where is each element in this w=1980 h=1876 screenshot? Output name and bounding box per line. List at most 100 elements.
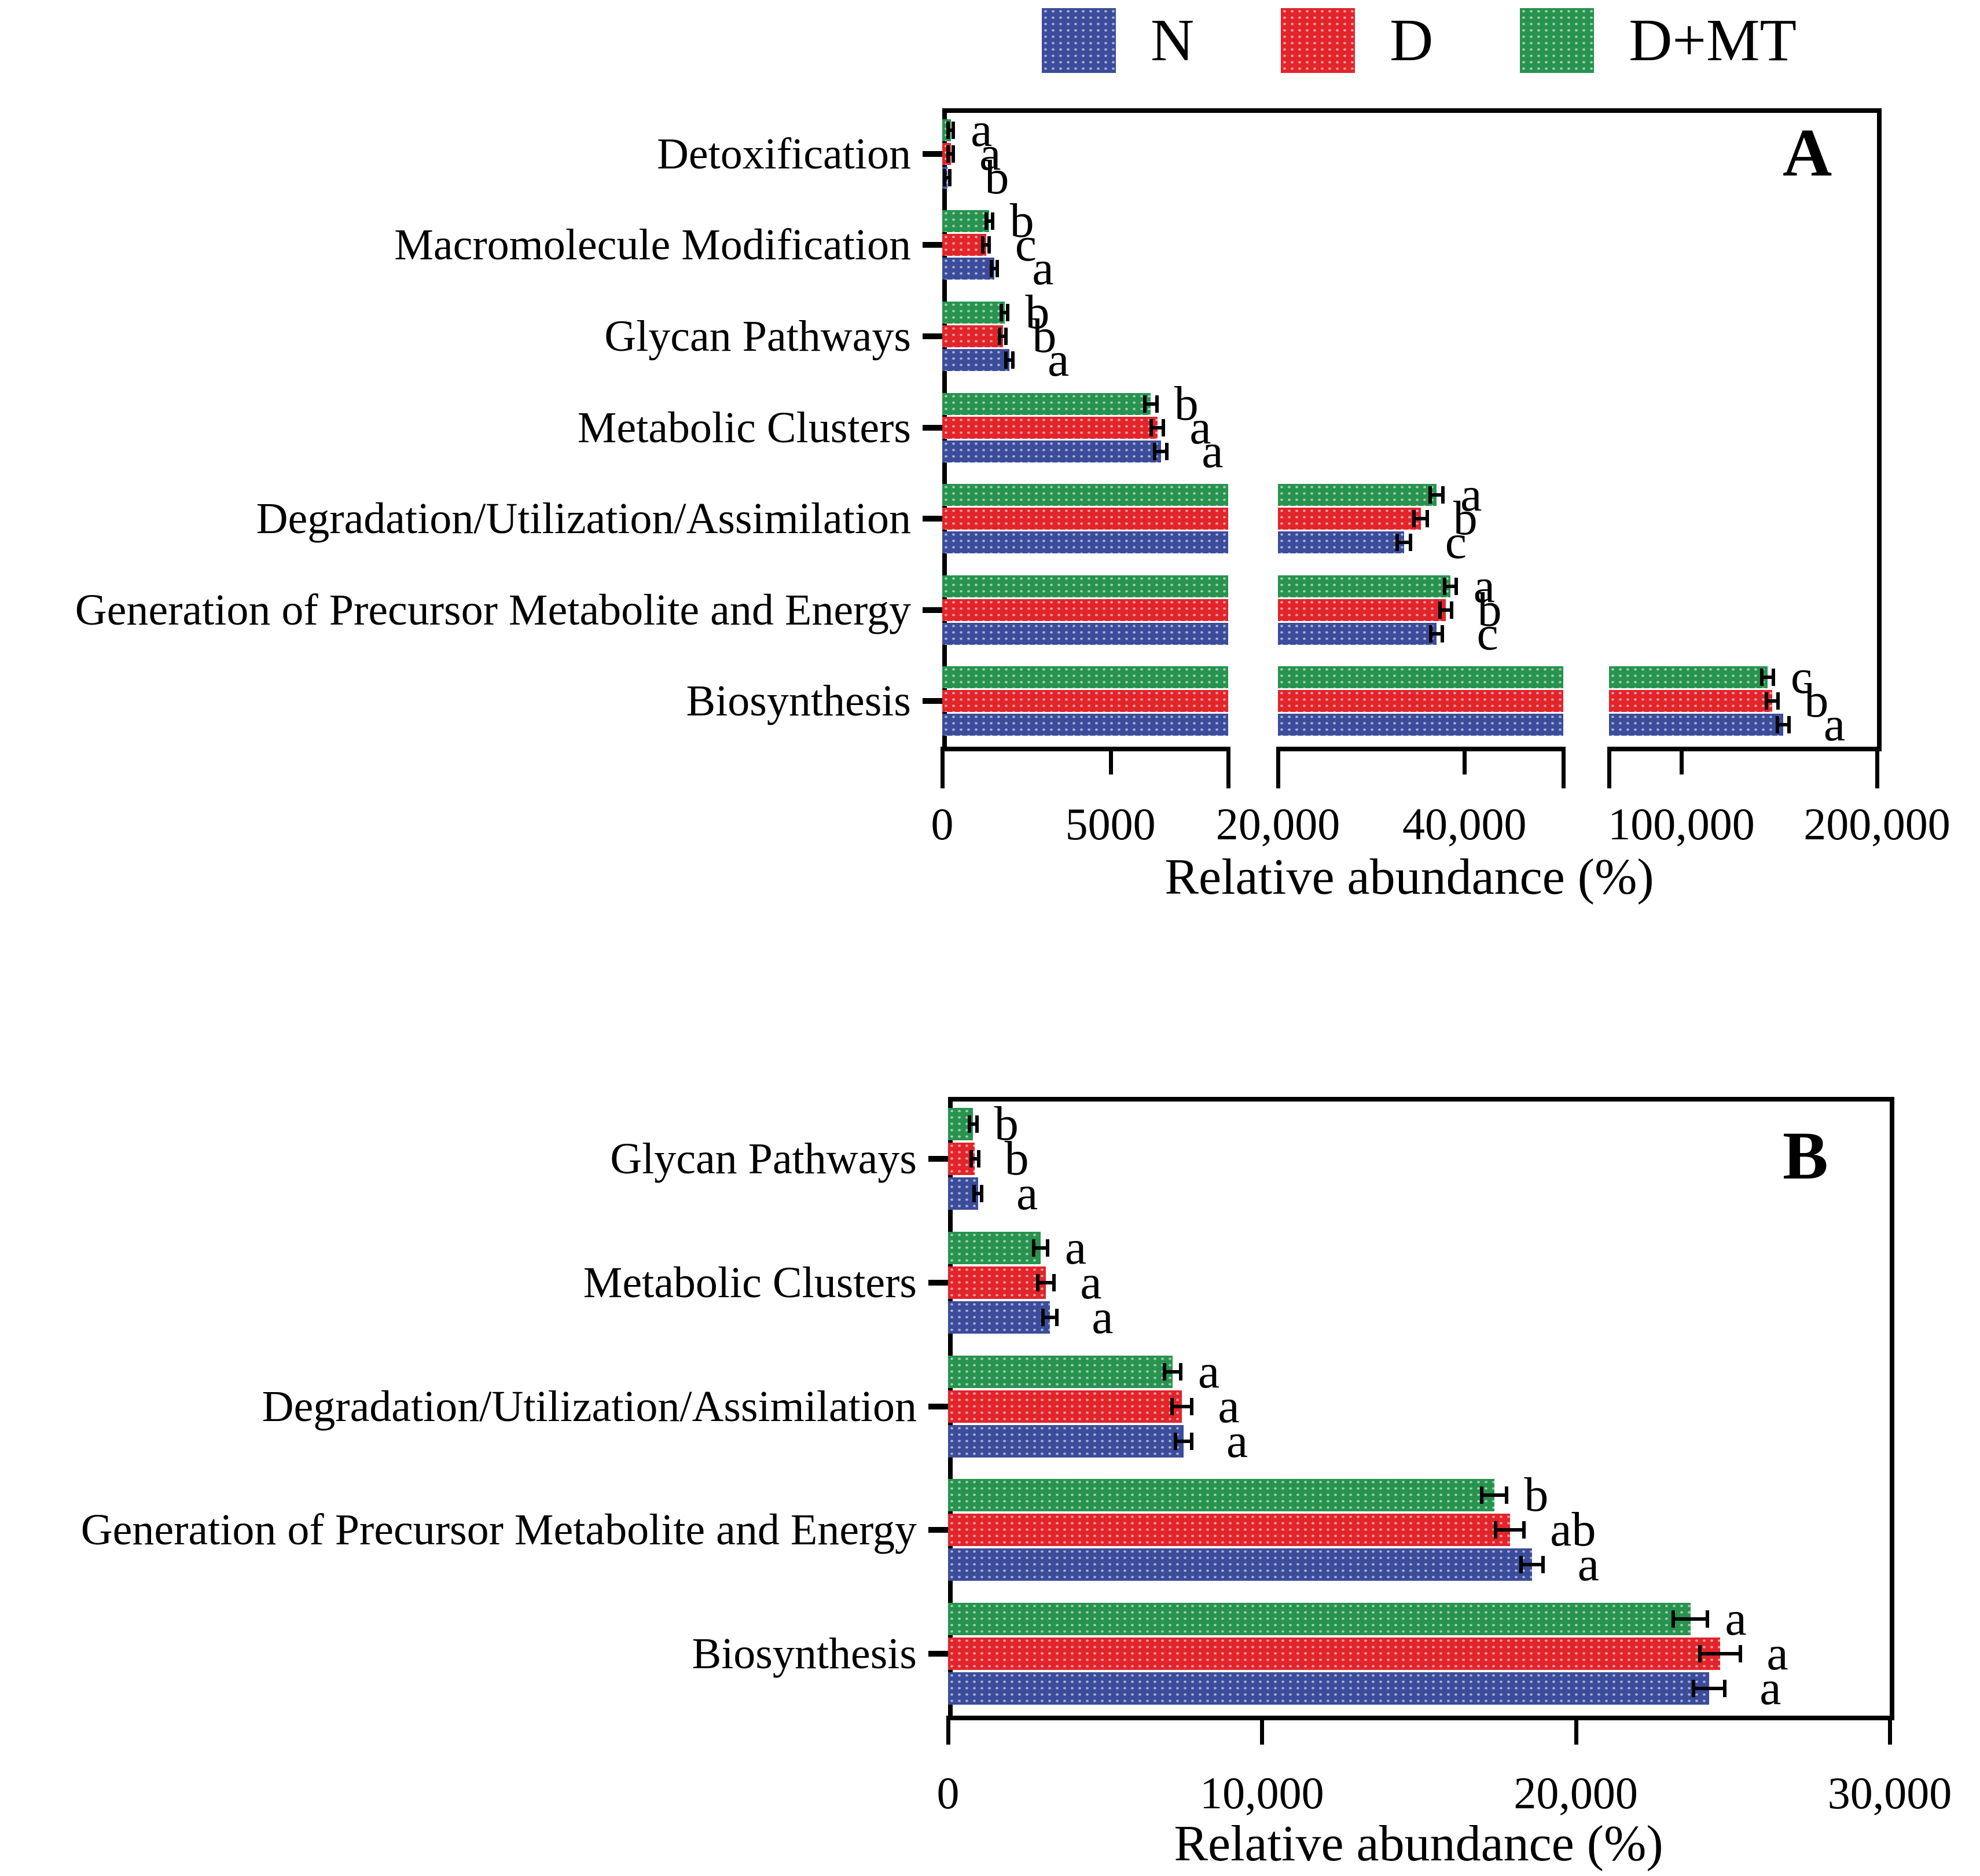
error-bar-cap — [1429, 625, 1433, 643]
x-axis-segment — [1278, 747, 1563, 751]
axis-tick — [1276, 747, 1280, 774]
significance-letter: b — [1174, 376, 1199, 431]
bar-n — [942, 348, 1010, 371]
error-bar-cap — [1671, 1610, 1675, 1628]
legend-swatch-icon — [1520, 8, 1595, 73]
significance-letter: b — [1477, 582, 1502, 637]
error-bar-cap — [1440, 625, 1444, 643]
legend-label: N — [1151, 7, 1195, 74]
axis-tick — [946, 1716, 950, 1745]
category-tick — [923, 150, 942, 157]
error-bar — [1496, 1528, 1525, 1532]
category-tick — [928, 1155, 948, 1162]
error-bar-cap — [1162, 1363, 1166, 1381]
error-bar — [969, 1122, 977, 1126]
significance-letter: c — [1476, 606, 1498, 660]
error-bar-cap — [1036, 1273, 1040, 1291]
error-bar — [999, 334, 1006, 338]
error-bar — [1694, 1687, 1725, 1691]
bar-d — [942, 234, 986, 256]
significance-letter: a — [1197, 1344, 1220, 1398]
bar-d — [942, 325, 1003, 347]
error-bar-cap — [1412, 510, 1416, 528]
bar-d — [1278, 690, 1563, 713]
error-bar-cap — [1776, 692, 1780, 710]
error-bar-cap — [946, 121, 950, 139]
category-tick — [928, 1403, 948, 1409]
error-bar-cap — [1541, 1556, 1545, 1574]
category-tick — [923, 607, 942, 613]
error-bar-cap — [1787, 716, 1791, 734]
error-bar-cap — [1765, 692, 1769, 710]
error-bar-cap — [1041, 1308, 1045, 1326]
error-bar-cap — [967, 1115, 971, 1133]
error-bar-cap — [952, 121, 956, 139]
error-bar-cap — [975, 1115, 979, 1133]
error-bar — [1144, 402, 1157, 406]
category-label: Detoxification — [657, 129, 911, 178]
category-label: Degradation/Utilization/Assimilation — [256, 494, 911, 544]
error-bar — [1006, 358, 1013, 362]
error-bar-cap — [980, 1184, 984, 1202]
bar-d — [948, 1390, 1182, 1423]
bar-n — [942, 714, 1228, 736]
bar-d — [948, 1638, 1721, 1671]
significance-letter: c — [1015, 218, 1037, 272]
legend-item-d+mt: D+MT — [1520, 8, 1797, 73]
error-bar-cap — [1032, 1239, 1036, 1257]
x-axis-line — [948, 1716, 1894, 1720]
bar-n — [942, 440, 1161, 462]
error-bar — [1431, 632, 1442, 636]
error-bar-cap — [1522, 1521, 1526, 1539]
error-bar — [986, 219, 993, 223]
significance-letter: a — [1460, 468, 1482, 522]
axis-tick-label: 20,000 — [1215, 799, 1340, 849]
significance-letter: ab — [1550, 1503, 1596, 1557]
error-bar-cap — [1494, 1521, 1498, 1539]
error-bar — [945, 175, 950, 179]
axis-tick-label: 200,000 — [1803, 799, 1950, 849]
legend-item-d: D — [1281, 8, 1433, 73]
bar-n — [1609, 714, 1783, 736]
error-bar — [1043, 1315, 1057, 1319]
category-label: Generation of Precursor Metabolite and E… — [80, 1506, 917, 1555]
bar-n — [948, 1301, 1050, 1334]
bar-dmt — [1278, 575, 1451, 597]
bar-d — [948, 1514, 1510, 1547]
significance-letter: b — [1524, 1468, 1549, 1522]
error-bar — [983, 243, 989, 247]
bar-d — [1278, 599, 1446, 621]
category-label: Glycan Pathways — [610, 1134, 917, 1183]
significance-letter: c — [1790, 650, 1813, 704]
error-bar-cap — [976, 1150, 980, 1168]
plot-frame-top — [948, 1097, 1894, 1102]
error-bar-cap — [1505, 1486, 1509, 1504]
error-bar-cap — [1162, 418, 1166, 436]
panel-a-x-axis-title: Relative abundance (%) — [1165, 849, 1654, 905]
bar-dmt — [942, 210, 990, 233]
error-bar-cap — [1771, 669, 1775, 686]
bar-d — [942, 508, 1228, 530]
error-bar-cap — [1011, 351, 1015, 369]
bar-dmt — [942, 666, 1228, 689]
bar-n — [948, 1425, 1184, 1458]
error-bar — [947, 152, 954, 156]
error-bar-cap — [1153, 442, 1157, 460]
significance-letter: b — [994, 1096, 1019, 1151]
error-bar — [1175, 1439, 1192, 1443]
significance-letter: b — [1009, 194, 1034, 248]
bar-dmt — [1609, 666, 1768, 689]
bar-n — [942, 622, 1228, 645]
bar-dmt — [948, 1355, 1173, 1388]
significance-letter: a — [1823, 697, 1846, 752]
bar-n — [1278, 622, 1437, 645]
bar-d — [942, 599, 1228, 621]
category-label: Macromolecule Modification — [394, 221, 911, 270]
significance-letter: a — [971, 102, 993, 157]
error-bar-cap — [1143, 395, 1147, 413]
error-bar — [1440, 608, 1452, 612]
error-bar — [1397, 541, 1410, 545]
error-bar-cap — [1189, 1432, 1193, 1450]
error-bar-cap — [1178, 1363, 1182, 1381]
